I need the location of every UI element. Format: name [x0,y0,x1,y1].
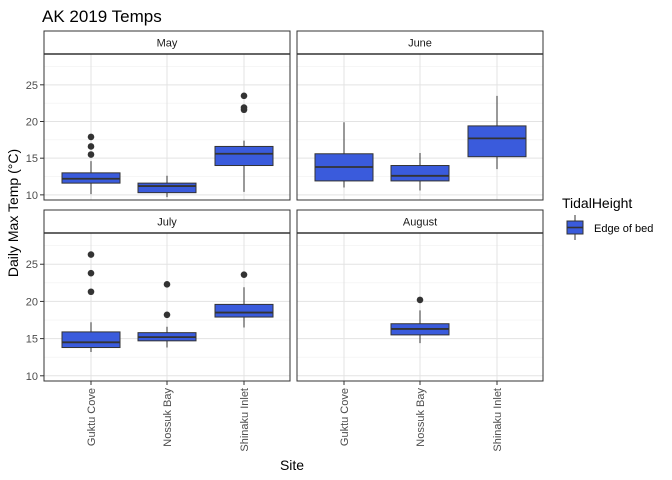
iqr-box [467,125,527,158]
outlier-point [87,269,95,277]
legend: TidalHeight Edge of bed [562,195,653,240]
x-axis-label: Site [280,457,304,473]
y-tick-label: 15 [26,153,38,165]
iqr-box [214,145,274,167]
legend-entry-edge-of-bed: Edge of bed [594,223,653,235]
outlier-point [163,281,171,288]
y-tick-label: 10 [26,190,38,202]
strip-label-june: June [408,38,432,50]
box-nossuk-bay [137,175,197,198]
y-tick-label: 10 [26,371,38,383]
outlier-point [87,133,95,141]
outlier-point [240,92,248,100]
y-tick-label: 20 [26,116,38,128]
facet-august: August Guktu Cove Nossuk Bay Shinaku Inlet [296,209,544,452]
outlier-point [87,288,95,296]
x-tick-label-nossuk-bay: Nossuk Bay [415,388,427,447]
y-tick-label: 15 [26,334,38,346]
x-tick-label-nossuk-bay: Nossuk Bay [162,388,174,447]
box-nossuk-bay [390,296,450,344]
box-guktu-cove [61,251,121,352]
strip-label-may: May [157,38,178,50]
facet-may: May 10 15 20 25 [26,30,291,202]
outlier-point [87,143,95,150]
x-tick-label-shinaku-inlet: Shinaku Inlet [239,388,251,452]
box-guktu-cove [314,122,374,188]
y-tick-label: 25 [26,80,38,92]
iqr-box [214,303,274,318]
facet-panels: May 10 15 20 25 June July 10 15 20 25 Guktu Cove Nos… [26,30,544,452]
x-tick-label-guktu-cove: Guktu Cove [339,388,351,446]
legend-title: TidalHeight [562,195,632,211]
strip-label-july: July [157,217,177,229]
box-nossuk-bay [137,281,197,348]
outlier-point [163,311,171,319]
box-guktu-cove [61,133,121,195]
box-shinaku-inlet [467,95,527,170]
iqr-box [390,165,450,182]
outlier-point [240,104,248,111]
y-tick-label: 25 [26,259,38,271]
iqr-box [137,182,197,194]
box-nossuk-bay [390,153,450,191]
y-tick-label: 20 [26,296,38,308]
x-tick-label-shinaku-inlet: Shinaku Inlet [492,388,504,452]
outlier-point [240,271,248,278]
outlier-point [87,251,95,258]
box-shinaku-inlet [214,271,274,328]
box-shinaku-inlet [214,92,274,192]
outlier-point [416,296,424,304]
iqr-box [61,331,121,349]
facet-june: June [296,30,544,201]
facet-july: July 10 15 20 25 Guktu Cove Nossuk Bay Shinaku … [26,209,291,452]
chart-title: AK 2019 Temps [42,7,162,26]
strip-label-august: August [403,217,437,229]
y-axis-label: Daily Max Temp (°C) [5,149,21,277]
outlier-point [87,151,95,158]
x-tick-label-guktu-cove: Guktu Cove [86,388,98,446]
